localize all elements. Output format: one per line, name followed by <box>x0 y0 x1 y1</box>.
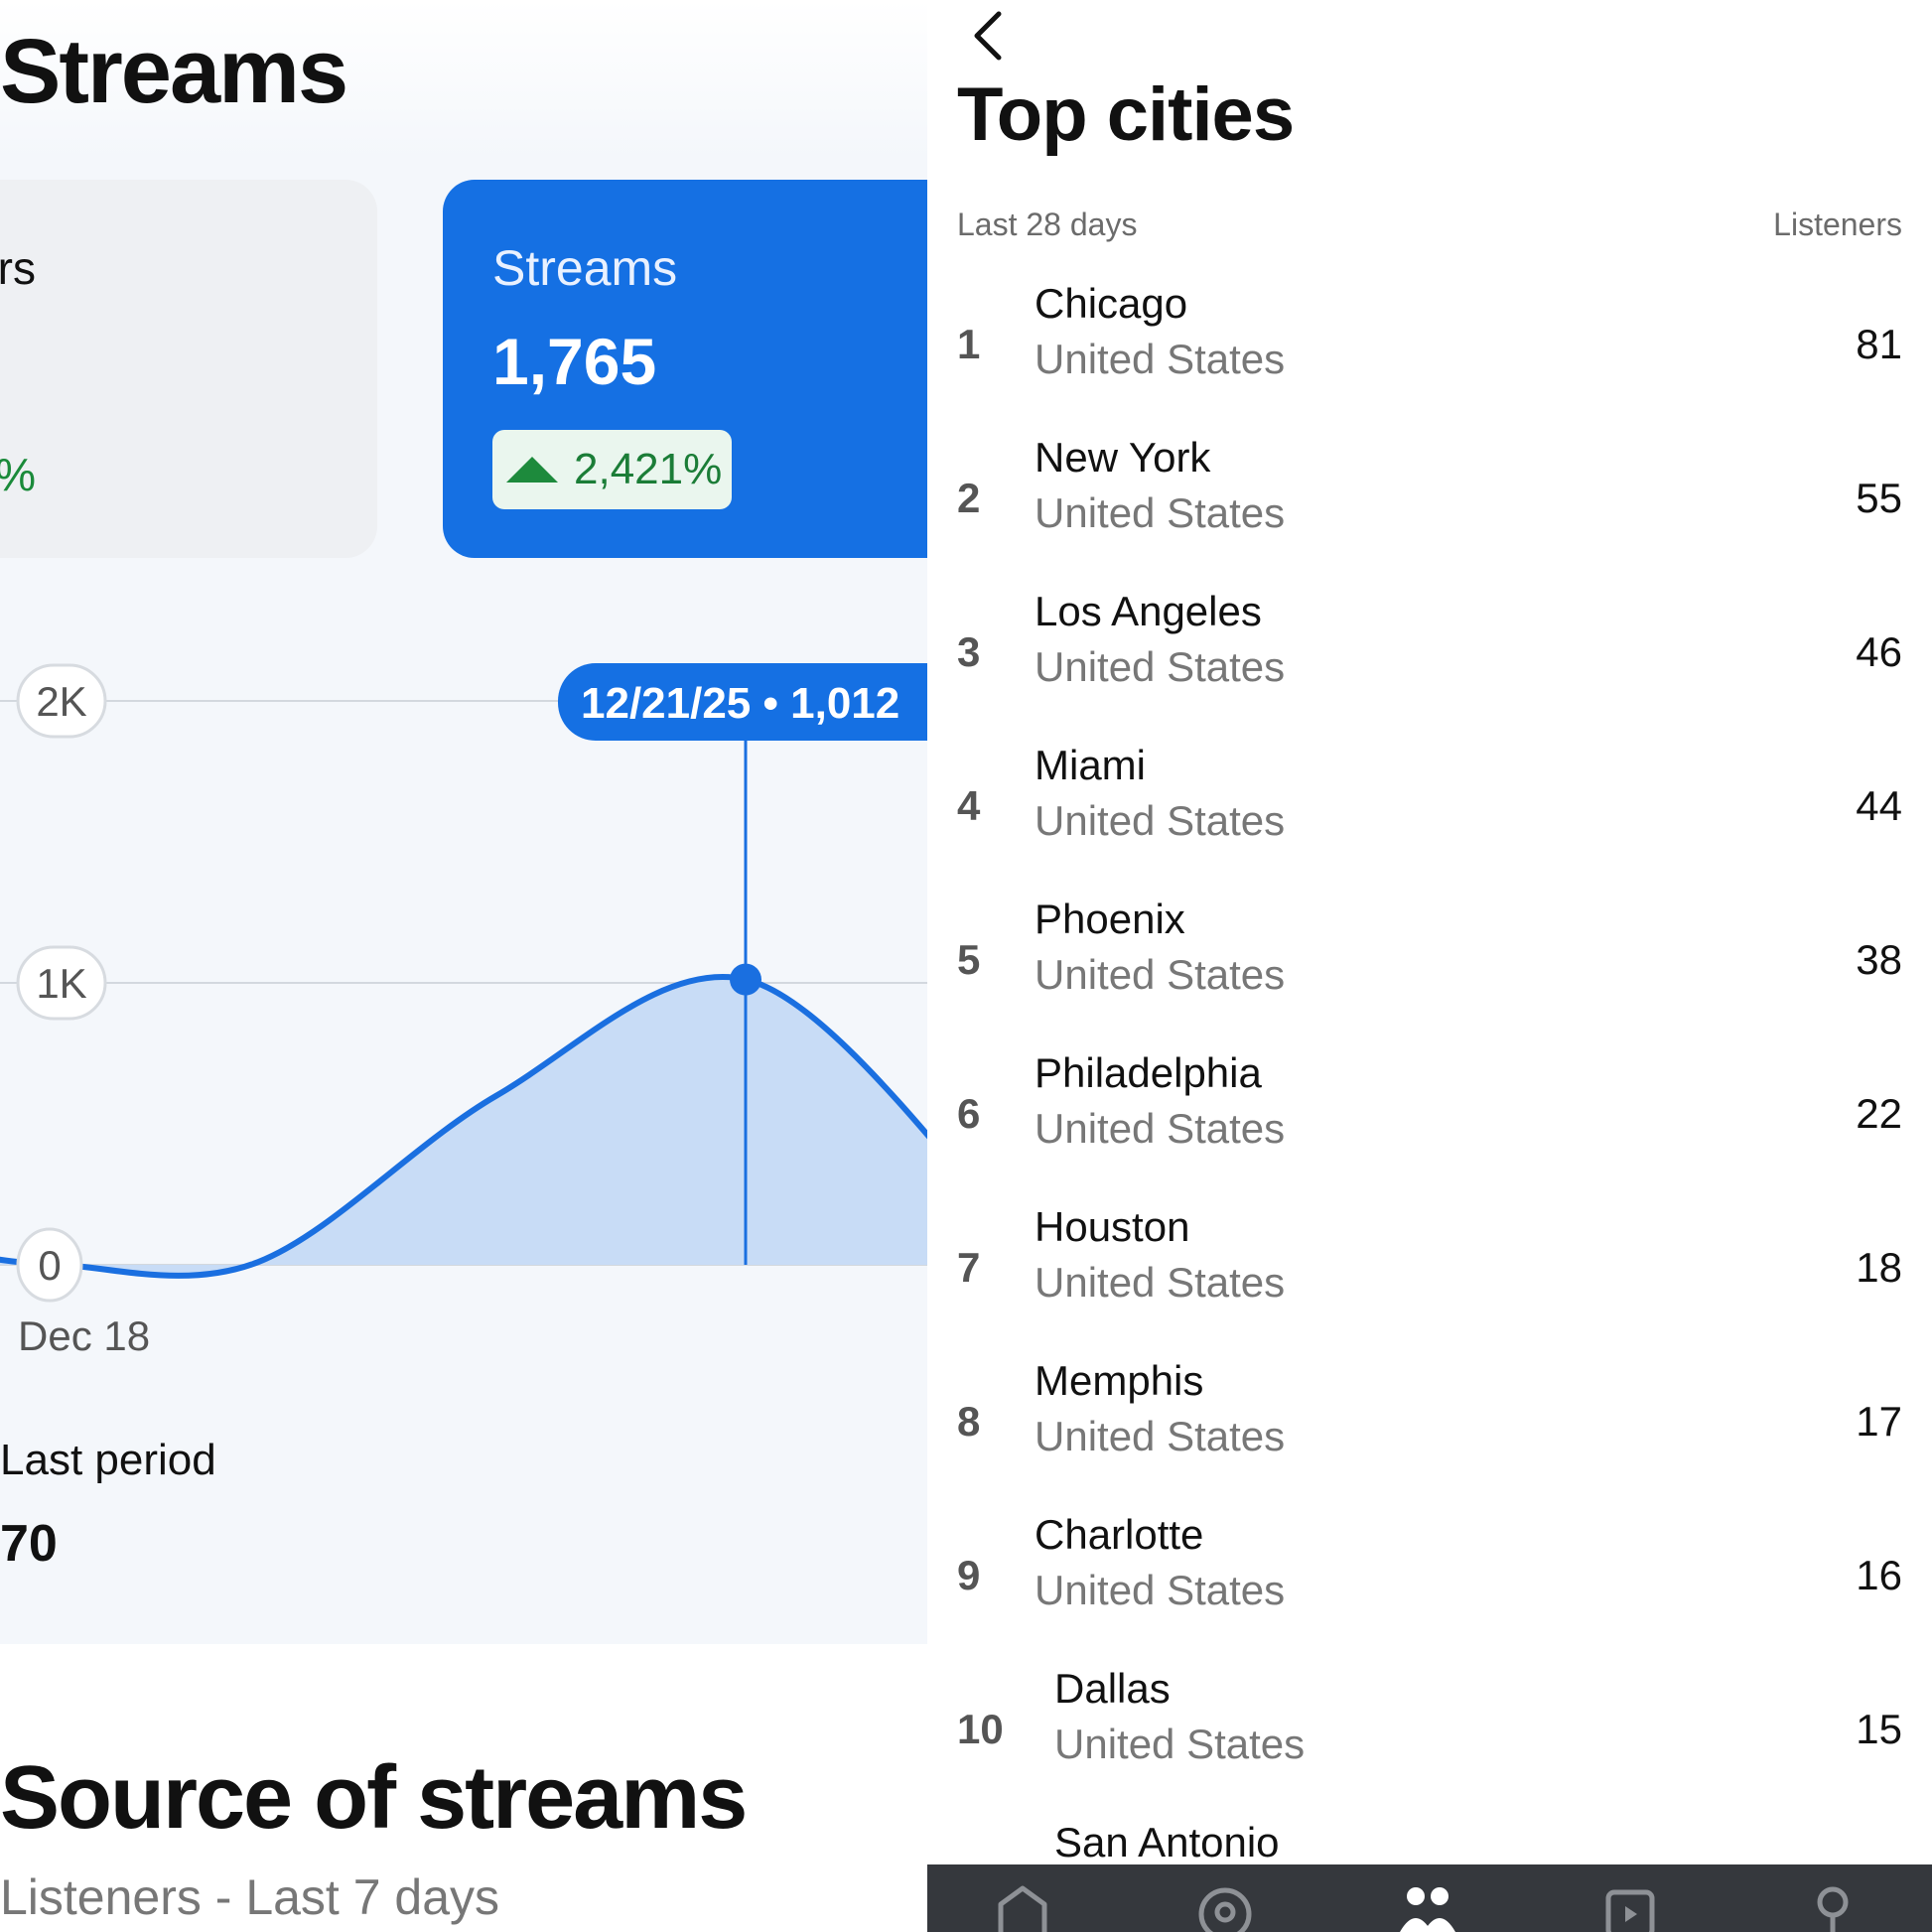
city-country: United States <box>1035 797 1286 844</box>
y-tick-badge <box>16 945 107 1021</box>
profile-icon[interactable] <box>1803 1882 1863 1932</box>
city-rank: 2 <box>957 475 981 521</box>
city-name: Miami <box>1035 742 1146 788</box>
city-listener-count: 46 <box>1856 628 1902 675</box>
city-listener-count: 17 <box>1856 1398 1902 1445</box>
city-listener-count: 18 <box>1856 1244 1902 1291</box>
city-rank: 9 <box>957 1552 981 1598</box>
streams-card-value: 1,765 <box>492 325 657 398</box>
back-arrow-icon[interactable] <box>961 6 1021 66</box>
tooltip-background <box>558 663 927 741</box>
city-name: Dallas <box>1054 1665 1171 1712</box>
y-tick: 0 <box>16 1227 83 1303</box>
y-axis-ticks: 2K 1K 0 <box>16 663 107 1303</box>
city-rank: 1 <box>957 321 981 367</box>
listeners-card-label: rs <box>0 242 36 294</box>
listeners-stat-card[interactable]: rs -% <box>0 180 377 558</box>
chart-tooltip: 12/21/25 • 1,012 <box>558 663 927 741</box>
y-tick: 2K <box>16 663 107 739</box>
listeners-change-badge: -% <box>0 448 36 501</box>
city-listener-count: 81 <box>1856 321 1902 367</box>
city-country: United States <box>1035 643 1286 690</box>
city-rank: 8 <box>957 1398 981 1445</box>
section-title: Source of streams <box>0 1748 748 1848</box>
chart-area <box>0 977 927 1276</box>
city-name: Philadelphia <box>1035 1049 1262 1096</box>
city-row[interactable]: 9 Charlotte United States 16 <box>927 1509 1932 1663</box>
chart-highlight-point[interactable] <box>730 963 761 996</box>
city-row[interactable]: 3 Los Angeles United States 46 <box>927 586 1932 740</box>
city-row[interactable]: 4 Miami United States 44 <box>927 740 1932 894</box>
city-listener-count: 55 <box>1856 475 1902 521</box>
y-tick-label: 1K <box>36 960 86 1007</box>
x-tick-label: Dec 18 <box>18 1312 150 1359</box>
city-name: Los Angeles <box>1035 588 1262 634</box>
city-name: Chicago <box>1035 280 1188 327</box>
home-icon[interactable] <box>993 1882 1052 1932</box>
city-listener-count: 38 <box>1856 936 1902 983</box>
city-country: United States <box>1035 489 1286 536</box>
city-listener-count: 22 <box>1856 1090 1902 1137</box>
section-subtitle: Listeners - Last 7 days <box>0 1869 500 1925</box>
city-name: Charlotte <box>1035 1511 1204 1558</box>
city-name: New York <box>1035 434 1211 481</box>
city-name: San Antonio <box>1054 1819 1280 1865</box>
city-listener-count: 15 <box>1856 1706 1902 1752</box>
music-icon[interactable] <box>1600 1882 1660 1932</box>
bottom-navigation <box>927 1864 1932 1932</box>
city-row[interactable]: 6 Philadelphia United States 22 <box>927 1047 1932 1201</box>
city-name: Houston <box>1035 1203 1190 1250</box>
city-name: Memphis <box>1035 1357 1204 1404</box>
city-country: United States <box>1035 1567 1286 1613</box>
city-country: United States <box>1054 1721 1306 1767</box>
y-tick-label: 0 <box>38 1242 61 1289</box>
top-cities-panel: Top cities Last 28 days Listeners 1 Chica… <box>927 0 1932 1932</box>
column-header-listeners: Listeners <box>1773 207 1902 242</box>
city-rank: 10 <box>957 1706 1004 1752</box>
city-name: Phoenix <box>1035 896 1185 942</box>
city-rank: 6 <box>957 1090 981 1137</box>
city-row[interactable]: 2 New York United States 55 <box>927 432 1932 586</box>
streams-panel: Streams rs -% Streams 1,765 2,421% 2K 1K 0… <box>0 0 927 1932</box>
tooltip-text: 12/21/25 • 1,012 <box>581 679 899 728</box>
city-row[interactable]: 8 Memphis United States 17 <box>927 1355 1932 1509</box>
arrow-up-icon <box>506 457 558 483</box>
city-row[interactable]: 5 Phoenix United States 38 <box>927 894 1932 1047</box>
city-rank: 5 <box>957 936 981 983</box>
streams-change-badge: 2,421% <box>492 430 733 509</box>
city-country: United States <box>1035 1413 1286 1459</box>
period-label: Last 28 days <box>957 207 1138 242</box>
city-country: United States <box>1035 336 1286 382</box>
city-row[interactable]: 1 Chicago United States 81 <box>927 278 1932 432</box>
last-period-label: Last period <box>0 1436 216 1484</box>
search-icon[interactable] <box>1195 1882 1255 1932</box>
city-listener-count: 44 <box>1856 782 1902 829</box>
city-row[interactable]: 7 Houston United States 18 <box>927 1201 1932 1355</box>
city-row[interactable]: 10 Dallas United States 15 <box>927 1663 1932 1817</box>
y-tick-label: 2K <box>36 678 86 725</box>
city-country: United States <box>1035 951 1286 998</box>
city-country: United States <box>1035 1105 1286 1152</box>
city-country: United States <box>1035 1259 1286 1306</box>
city-rank: 4 <box>957 782 981 829</box>
city-rank: 3 <box>957 628 981 675</box>
streams-change-value: 2,421% <box>574 445 723 493</box>
y-tick-badge <box>16 1227 83 1303</box>
page-title: Top cities <box>957 72 1295 157</box>
page-title: Streams <box>0 21 348 122</box>
y-tick-badge <box>16 663 107 739</box>
city-rank: 7 <box>957 1244 981 1291</box>
streams-stat-card[interactable]: Streams 1,765 2,421% <box>443 180 927 558</box>
streams-card-label: Streams <box>492 240 678 296</box>
streams-chart[interactable]: 2K 1K 0 12/21/25 • 1,012 Dec 18 <box>0 635 927 1390</box>
y-tick: 1K <box>16 945 107 1021</box>
audience-icon[interactable] <box>1398 1882 1457 1932</box>
last-period-value: 70 <box>0 1515 58 1573</box>
city-listener-count: 16 <box>1856 1552 1902 1598</box>
